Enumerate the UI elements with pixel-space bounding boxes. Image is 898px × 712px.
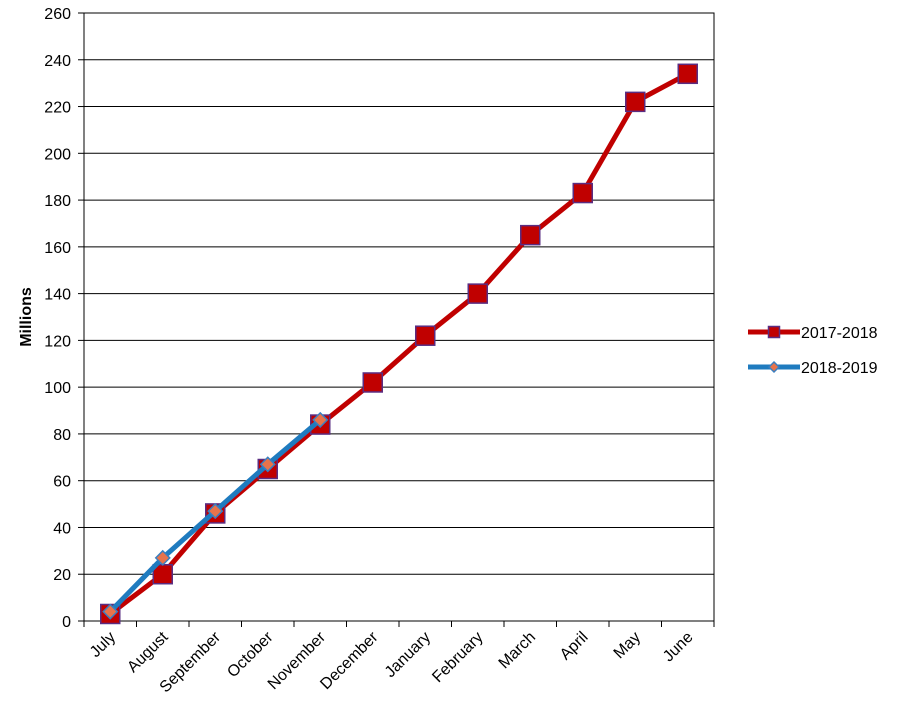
x-tick-label: December: [317, 628, 382, 693]
y-tick-label: 120: [44, 333, 71, 350]
y-tick-label: 140: [44, 287, 71, 304]
data-point: [154, 549, 171, 566]
y-tick-label: 180: [44, 193, 71, 210]
y-tick-label: 240: [44, 53, 71, 70]
gridlines: [84, 12, 714, 622]
data-point: [625, 91, 646, 113]
data-point: [102, 603, 119, 620]
legend-marker: [767, 325, 781, 339]
y-axis-title: Millions: [18, 287, 35, 347]
legend-marker: [767, 360, 781, 374]
data-point: [362, 372, 383, 393]
x-tick-label: April: [557, 629, 592, 664]
legend-item: 2017-2018: [748, 325, 878, 342]
data-point: [415, 325, 436, 346]
x-tick-label: July: [87, 629, 119, 661]
x-tick-label: March: [496, 629, 539, 672]
y-tick-label: 160: [44, 240, 71, 257]
series-2017-2018: [100, 63, 698, 625]
data-point: [259, 456, 276, 473]
x-tick-label: June: [660, 629, 697, 666]
series: [100, 63, 698, 625]
y-tick-label: 220: [44, 100, 71, 117]
series-2018-2019: [102, 411, 329, 620]
legend-label: 2017-2018: [801, 325, 878, 342]
y-tick-label: 80: [53, 427, 71, 444]
legend-label: 2018-2019: [801, 360, 878, 377]
y-tick-label: 20: [53, 567, 71, 584]
y-tick-label: 200: [44, 146, 71, 163]
data-point: [207, 503, 224, 520]
legend: 2017-2018 2018-2019: [748, 325, 878, 377]
axes: [78, 12, 715, 627]
y-tick-labels: 0 20 40 60 80 100 120 140 160 180 200 220 240 260: [44, 6, 71, 631]
legend-item: 2018-2019: [748, 360, 878, 377]
data-point: [677, 63, 698, 85]
data-point: [520, 224, 541, 246]
data-point: [467, 283, 488, 304]
y-tick-label: 40: [53, 520, 71, 537]
x-tick-label: May: [611, 629, 644, 662]
x-tick-label: October: [224, 628, 277, 681]
data-point: [312, 411, 329, 428]
y-tick-label: 0: [62, 614, 71, 631]
x-tick-label: January: [382, 629, 434, 681]
y-tick-label: 60: [53, 474, 71, 491]
y-tick-label: 260: [44, 6, 71, 23]
y-tick-label: 100: [44, 380, 71, 397]
series-line: [108, 71, 689, 616]
x-tick-label: August: [124, 628, 172, 676]
x-tick-label: February: [429, 629, 486, 686]
data-point: [572, 182, 593, 204]
plot-area-frame: [83, 12, 715, 622]
